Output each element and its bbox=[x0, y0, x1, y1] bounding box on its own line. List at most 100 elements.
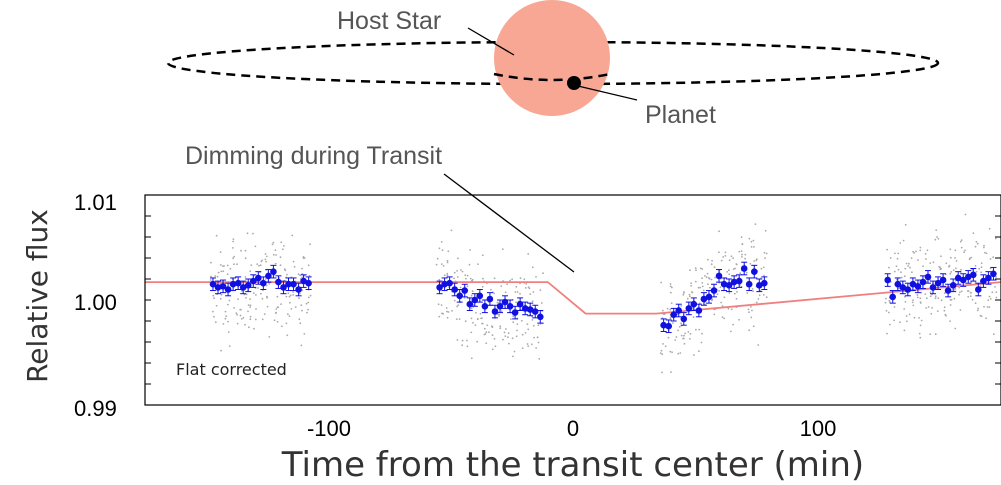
raw-point bbox=[909, 266, 911, 269]
raw-point bbox=[739, 272, 742, 275]
raw-point bbox=[740, 250, 743, 253]
raw-point bbox=[888, 299, 891, 302]
raw-point bbox=[983, 244, 985, 247]
binned-point bbox=[451, 286, 459, 293]
raw-point bbox=[535, 276, 537, 278]
raw-point bbox=[675, 336, 678, 338]
raw-point bbox=[749, 262, 752, 265]
raw-point bbox=[910, 257, 913, 259]
raw-point bbox=[945, 314, 947, 317]
binned-point bbox=[466, 300, 474, 308]
raw-point bbox=[538, 358, 541, 360]
raw-point bbox=[244, 323, 246, 326]
raw-point bbox=[992, 333, 995, 336]
binned-point bbox=[720, 280, 728, 288]
raw-point bbox=[305, 302, 308, 305]
raw-point bbox=[748, 329, 751, 332]
raw-point bbox=[531, 300, 534, 303]
raw-point bbox=[751, 288, 754, 290]
raw-point bbox=[527, 328, 530, 331]
raw-point bbox=[935, 229, 938, 232]
raw-point bbox=[301, 276, 304, 279]
raw-point bbox=[249, 304, 252, 307]
raw-point bbox=[540, 302, 543, 304]
binned-point bbox=[260, 279, 267, 287]
raw-point bbox=[520, 319, 523, 322]
raw-point bbox=[678, 326, 681, 328]
raw-point bbox=[750, 240, 753, 243]
raw-point bbox=[453, 299, 456, 302]
raw-point bbox=[954, 327, 957, 330]
raw-point bbox=[456, 305, 458, 308]
raw-point bbox=[470, 317, 473, 320]
raw-point bbox=[436, 257, 439, 260]
raw-point bbox=[469, 249, 471, 251]
raw-point bbox=[917, 259, 919, 261]
raw-point bbox=[727, 307, 730, 310]
raw-point bbox=[664, 345, 667, 348]
binned-point bbox=[690, 300, 698, 308]
raw-point bbox=[456, 276, 459, 278]
raw-point bbox=[728, 269, 730, 272]
raw-point bbox=[919, 297, 922, 300]
raw-point bbox=[512, 321, 515, 324]
raw-point bbox=[747, 308, 750, 311]
binned-point bbox=[700, 295, 708, 303]
binned-point bbox=[290, 280, 297, 288]
raw-point bbox=[519, 292, 521, 295]
raw-point bbox=[683, 342, 686, 345]
raw-point bbox=[713, 313, 716, 316]
raw-point bbox=[229, 267, 232, 270]
ytick-label-2: 1.00 bbox=[74, 290, 117, 315]
raw-point bbox=[276, 295, 279, 298]
raw-point bbox=[915, 250, 917, 253]
raw-point bbox=[252, 232, 254, 235]
raw-point bbox=[929, 333, 932, 335]
raw-point bbox=[531, 266, 534, 269]
raw-point bbox=[903, 329, 906, 332]
raw-point bbox=[244, 276, 247, 278]
raw-point bbox=[741, 253, 743, 256]
raw-point bbox=[219, 297, 222, 300]
raw-point bbox=[695, 328, 697, 331]
raw-point bbox=[687, 331, 690, 333]
binned-point bbox=[270, 268, 277, 276]
binned-point bbox=[476, 292, 484, 300]
raw-point bbox=[694, 267, 697, 269]
raw-point bbox=[280, 303, 282, 305]
raw-point bbox=[485, 331, 488, 334]
raw-point bbox=[239, 308, 242, 311]
x-axis-title: Time from the transit center (min) bbox=[281, 445, 864, 485]
raw-point bbox=[885, 309, 888, 312]
raw-point bbox=[949, 304, 952, 306]
raw-point bbox=[916, 296, 919, 299]
raw-point bbox=[754, 223, 757, 226]
raw-point bbox=[476, 340, 479, 343]
raw-point bbox=[903, 308, 906, 310]
raw-point bbox=[250, 264, 253, 266]
raw-point bbox=[461, 339, 464, 342]
raw-point bbox=[704, 275, 706, 277]
raw-point bbox=[905, 262, 908, 265]
binned-point bbox=[670, 311, 677, 319]
raw-point bbox=[276, 321, 279, 323]
raw-point bbox=[931, 307, 933, 309]
planet-label: Planet bbox=[645, 101, 716, 129]
raw-point bbox=[511, 337, 514, 340]
raw-point bbox=[471, 290, 474, 293]
binned-point bbox=[894, 280, 902, 288]
binned-point bbox=[531, 308, 539, 315]
binned-point bbox=[939, 276, 947, 284]
raw-point bbox=[272, 253, 275, 256]
binned-point bbox=[954, 274, 962, 282]
y-minor-ticks bbox=[145, 194, 1001, 406]
raw-point bbox=[969, 295, 972, 298]
raw-point bbox=[498, 313, 501, 316]
raw-point bbox=[960, 268, 962, 271]
raw-point bbox=[669, 308, 672, 311]
raw-point bbox=[925, 307, 928, 309]
raw-point bbox=[906, 320, 908, 323]
raw-point bbox=[472, 321, 474, 324]
raw-point bbox=[963, 251, 965, 254]
raw-point bbox=[499, 325, 502, 328]
